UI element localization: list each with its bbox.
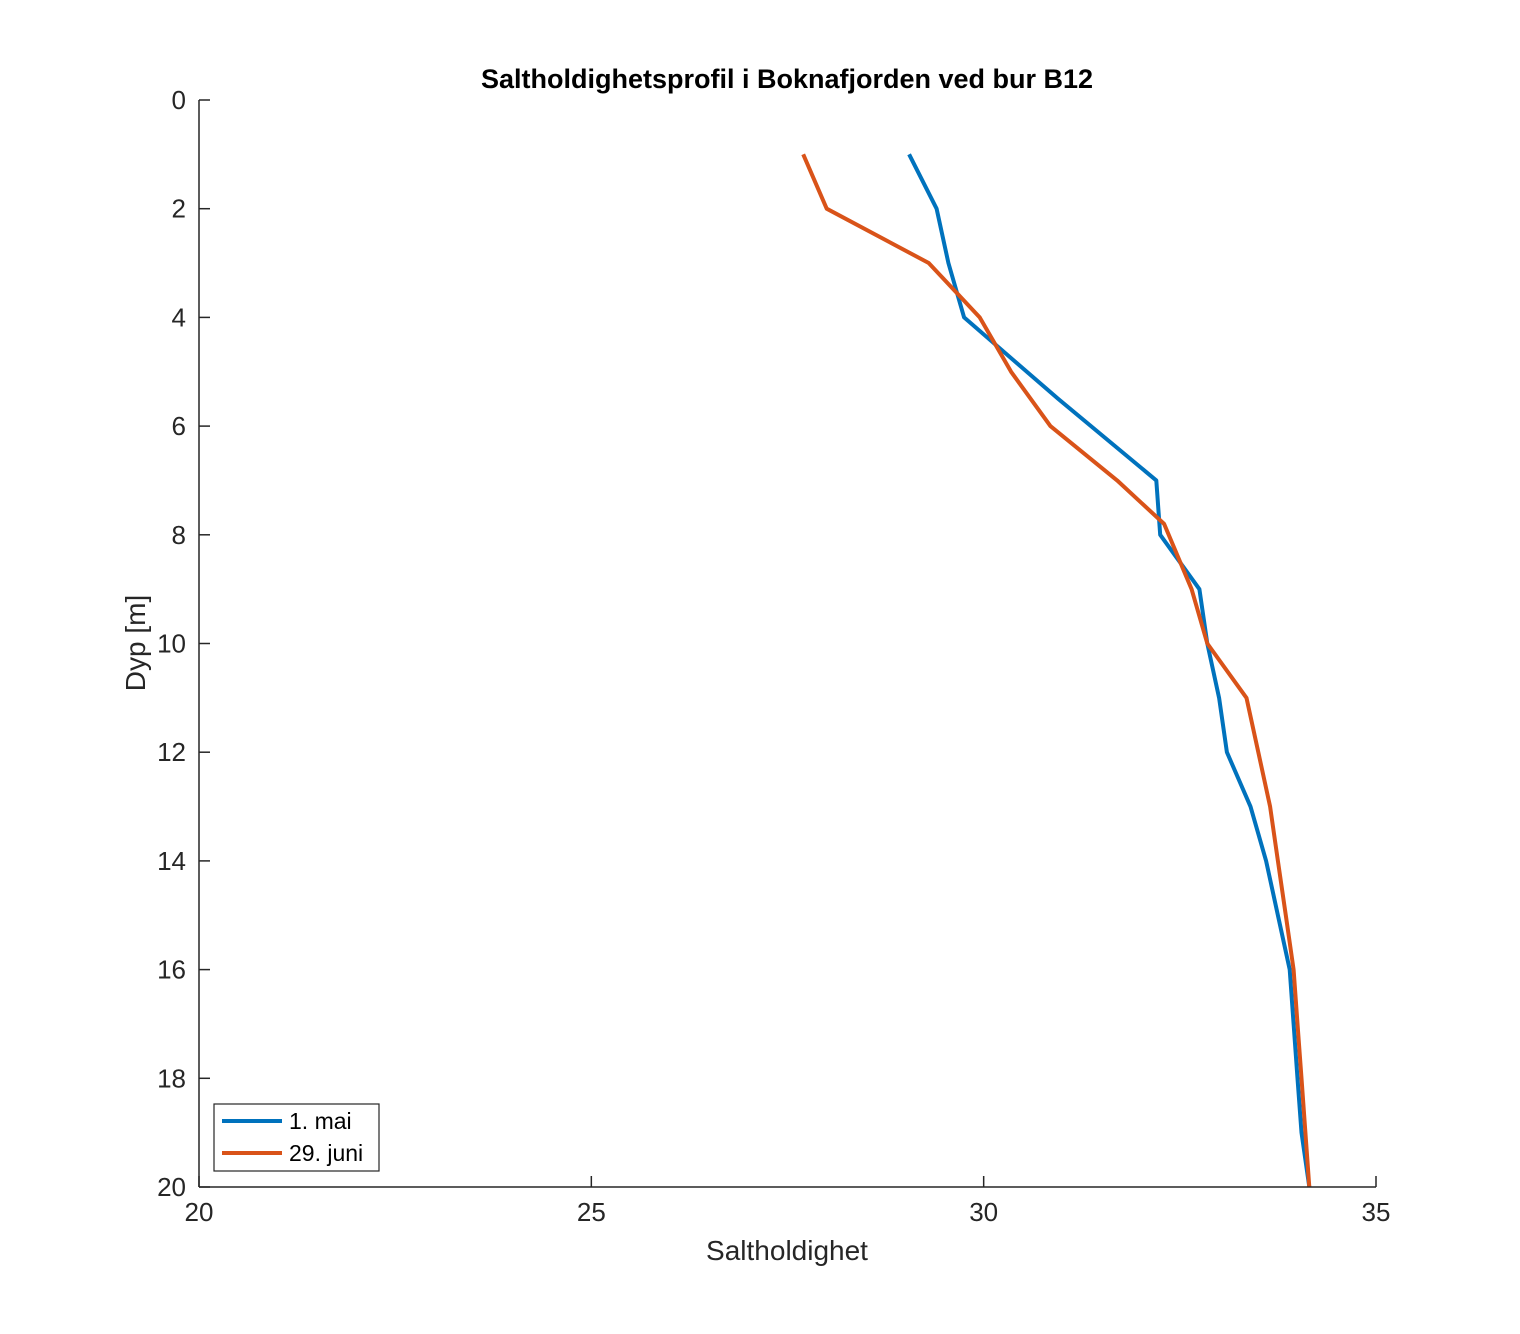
y-tick-label: 2 [172, 194, 186, 224]
x-tick-label: 35 [1362, 1197, 1391, 1227]
chart-title: Saltholdighetsprofil i Boknafjorden ved … [481, 64, 1093, 94]
y-tick-label: 0 [172, 85, 186, 115]
legend-box [213, 1103, 380, 1172]
ticks: 20 25 30 35 0 2 4 6 8 10 12 14 16 18 20 [157, 85, 1390, 1227]
x-axis-label: Saltholdighet [706, 1235, 868, 1266]
series-line-1 [907, 153, 1312, 1188]
y-tick-label: 10 [157, 629, 186, 659]
plot-lines [801, 153, 1312, 1188]
y-tick-label: 18 [157, 1063, 186, 1093]
x-tick-label: 30 [969, 1197, 998, 1227]
x-tick-label: 25 [577, 1197, 606, 1227]
legend-label-2: 29. juni [289, 1140, 363, 1166]
y-tick-label: 12 [157, 737, 186, 767]
x-tick-label: 20 [185, 1197, 214, 1227]
series-line-2 [801, 153, 1312, 1188]
y-tick-label: 8 [172, 520, 186, 550]
y-tick-label: 6 [172, 411, 186, 441]
y-axis-label: Dyp [m] [120, 595, 151, 691]
legend: 1. mai 29. juni [213, 1103, 380, 1172]
legend-label-1: 1. mai [289, 1108, 352, 1134]
y-tick-label: 4 [172, 302, 186, 332]
y-tick-label: 20 [157, 1172, 186, 1202]
y-tick-label: 16 [157, 955, 186, 985]
y-tick-label: 14 [157, 846, 186, 876]
